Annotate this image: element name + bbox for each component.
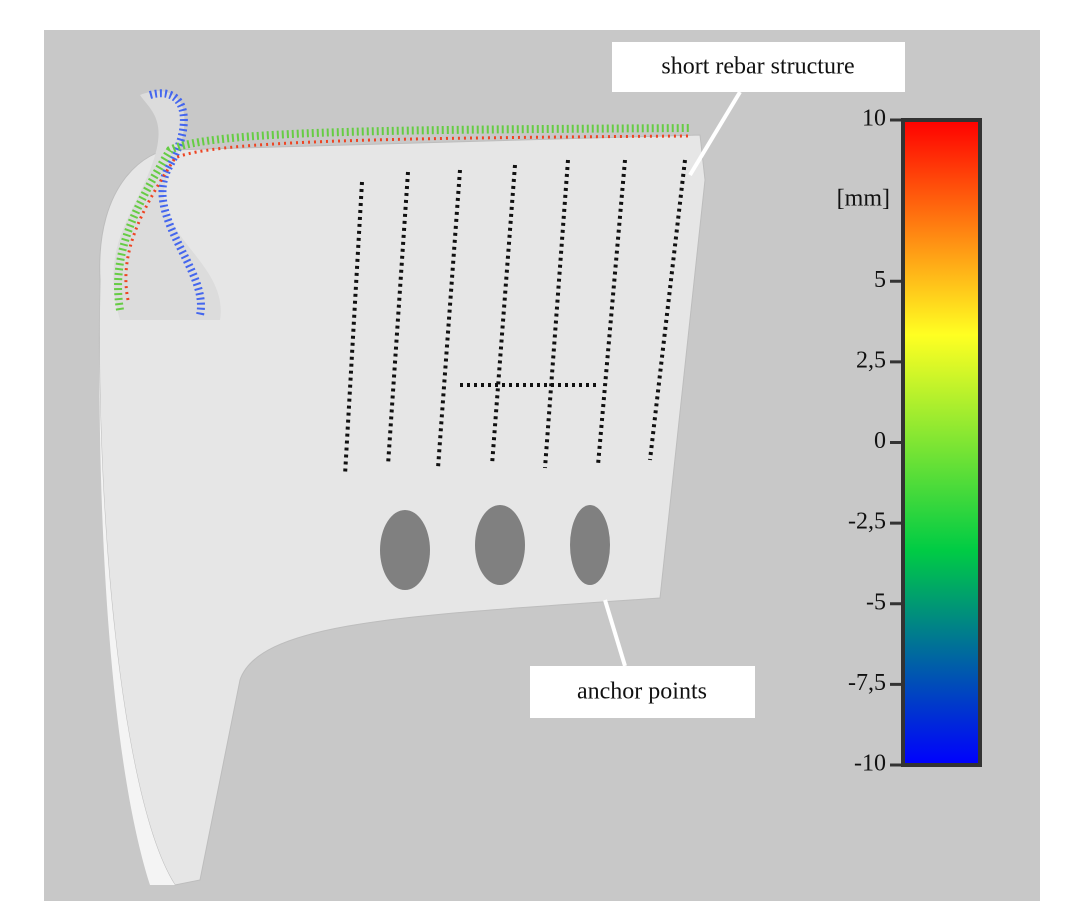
colorbar (903, 120, 980, 765)
annotation: anchor points (577, 679, 707, 705)
tick-label: 10 (862, 106, 886, 132)
colorbar-unit: [mm] (837, 186, 890, 212)
tick-label: 0 (874, 428, 886, 454)
tick-label: 5 (874, 267, 886, 293)
tick-label: -2,5 (848, 509, 886, 535)
tick-label: -5 (866, 589, 886, 615)
tick-label: -10 (854, 751, 886, 777)
annotation: short rebar structure (661, 54, 854, 80)
tick-label: -7,5 (848, 670, 886, 696)
figure: short rebar structure anchor points [mm]… (0, 0, 1088, 901)
tick-label: 2,5 (856, 347, 886, 373)
